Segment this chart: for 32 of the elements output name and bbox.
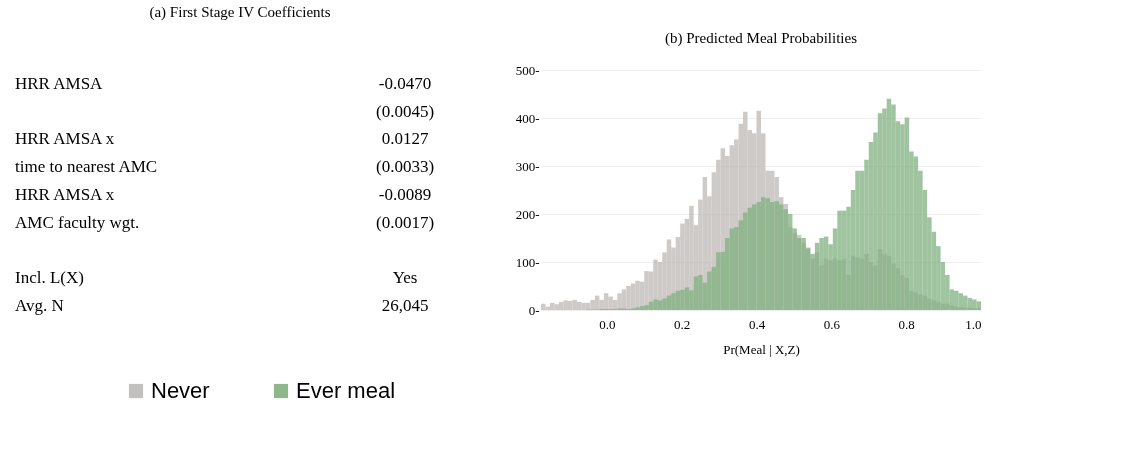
y-tick-label: 100- bbox=[515, 254, 540, 270]
x-tick-label: 0.4 bbox=[748, 316, 766, 332]
text: (a) First Stage IV Coefficients bbox=[149, 4, 331, 21]
text: -0.0089 bbox=[378, 185, 432, 204]
text: (0.0017) bbox=[375, 212, 435, 232]
chart-title: (b) Predicted Meal Probabilities bbox=[664, 30, 858, 47]
x-tick-label: 1.0 bbox=[965, 316, 982, 332]
category-label: HRR AMSA x bbox=[15, 185, 115, 204]
x-tick-label: 0.2 bbox=[674, 316, 691, 332]
x-tick-label: 0.6 bbox=[823, 316, 841, 332]
category-label: Avg. N bbox=[15, 296, 64, 316]
text: (0.0033) bbox=[375, 157, 435, 177]
x-tick-label: 0.0 bbox=[599, 316, 616, 332]
y-tick-label: 0- bbox=[528, 302, 540, 318]
y-tick-label: 300- bbox=[515, 158, 540, 174]
text: 0.0127 bbox=[381, 129, 429, 149]
text: (0.0045) bbox=[375, 101, 435, 121]
legend-label: Never bbox=[151, 378, 210, 403]
x-axis-title: Pr(Meal | X,Z) bbox=[723, 341, 800, 357]
text: 26,045 bbox=[381, 296, 429, 316]
category-label: HRR AMSA x bbox=[15, 129, 115, 149]
y-tick-label: 500- bbox=[515, 62, 540, 78]
category-label: AMC faculty wgt. bbox=[15, 212, 140, 232]
text: Yes bbox=[392, 268, 418, 288]
legend-label: Ever meal bbox=[296, 378, 396, 403]
y-tick-label: 400- bbox=[515, 110, 540, 126]
category-label: Incl. L(X) bbox=[15, 268, 84, 288]
x-tick-label: 0.8 bbox=[898, 316, 915, 332]
category-label: HRR AMSA bbox=[15, 73, 104, 93]
category-label: time to nearest AMC bbox=[15, 157, 158, 177]
y-tick-label: 200- bbox=[515, 206, 540, 222]
text: -0.0470 bbox=[378, 73, 432, 93]
